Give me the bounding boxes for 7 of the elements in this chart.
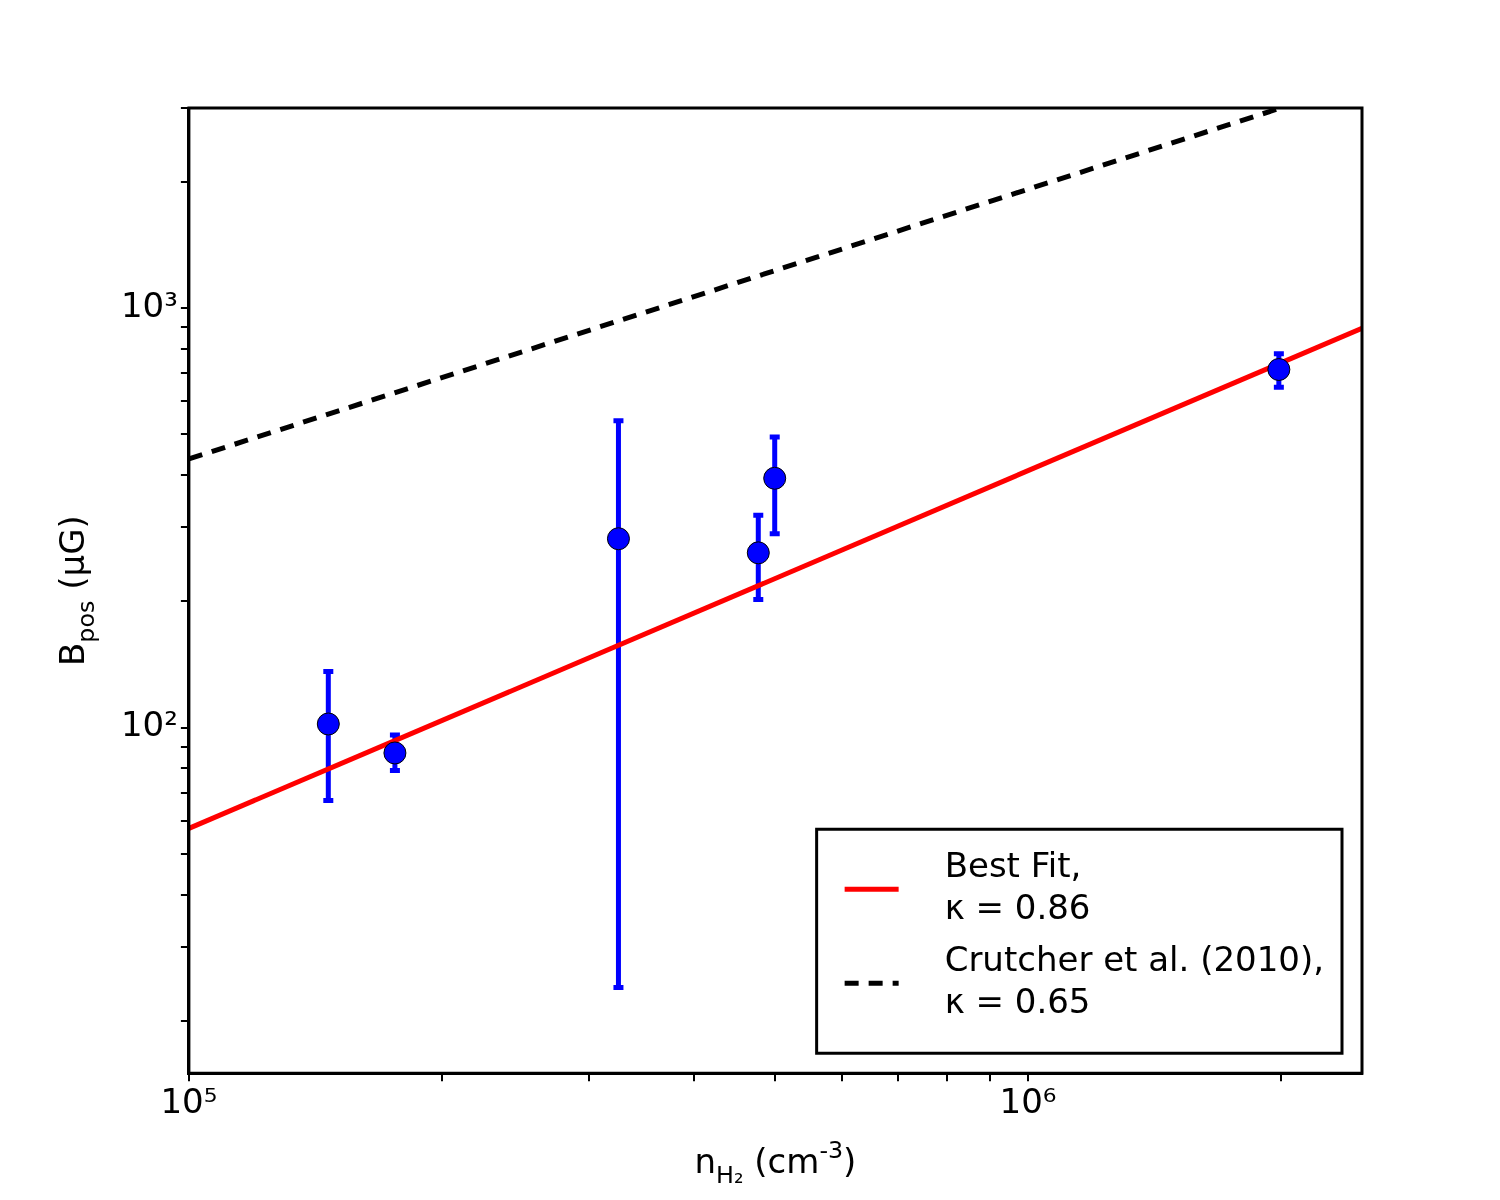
legend-label: Crutcher et al. (2010), κ = 0.65: [944, 939, 1325, 1022]
x-tick-label: 10⁶: [999, 1081, 1057, 1122]
x-tick-label: 10⁵: [160, 1081, 218, 1122]
legend-label: Best Fit, κ = 0.86: [944, 845, 1091, 928]
y-tick-label: 10²: [120, 704, 178, 745]
y-tick-label: 10³: [120, 284, 178, 325]
y-axis-title: Bpos (μG): [51, 515, 101, 666]
